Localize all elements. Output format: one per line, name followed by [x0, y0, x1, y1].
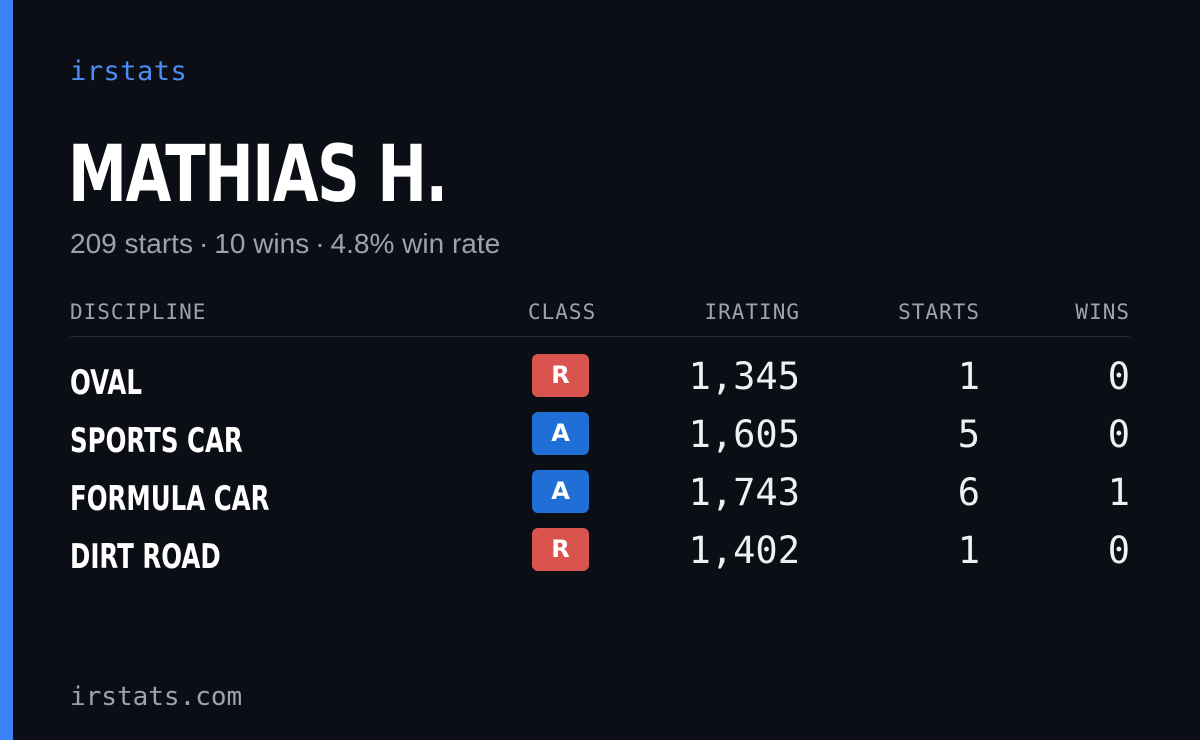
table-row-dirt-road: DIRT ROAD R 1,402 1 0: [70, 526, 1130, 584]
summary-wins: 10 wins: [214, 228, 310, 259]
player-name: MATHIAS H.: [68, 130, 448, 220]
license-class-badge: R: [532, 528, 589, 571]
discipline-name: DIRT ROAD: [70, 537, 221, 577]
column-header-starts: STARTS: [898, 300, 980, 324]
irating-value: 1,743: [688, 471, 800, 514]
summary-separator: ·: [315, 228, 325, 259]
stats-table-body: OVAL R 1,345 1 0 SPORTS CAR A 1,605 5 0 …: [70, 352, 1130, 584]
license-class-badge: R: [532, 354, 589, 397]
wins-value: 1: [1107, 471, 1130, 514]
footer-url: irstats.com: [70, 682, 243, 712]
stats-table-header: DISCIPLINE CLASS IRATING STARTS WINS: [70, 300, 1130, 337]
column-header-discipline: DISCIPLINE: [70, 300, 207, 324]
discipline-name: SPORTS CAR: [70, 421, 243, 461]
table-row-sports-car: SPORTS CAR A 1,605 5 0: [70, 410, 1130, 468]
wins-value: 0: [1107, 413, 1130, 456]
wins-value: 0: [1107, 529, 1130, 572]
player-summary: 209 starts · 10 wins · 4.8% win rate: [70, 228, 500, 260]
table-row-formula-car: FORMULA CAR A 1,743 6 1: [70, 468, 1130, 526]
irating-value: 1,345: [688, 355, 800, 398]
discipline-name: OVAL: [70, 363, 142, 403]
table-row-oval: OVAL R 1,345 1 0: [70, 352, 1130, 410]
summary-starts: 209 starts: [70, 228, 193, 259]
irating-value: 1,402: [688, 529, 800, 572]
irating-value: 1,605: [688, 413, 800, 456]
accent-bar: [0, 0, 13, 740]
starts-value: 1: [957, 529, 980, 572]
starts-value: 1: [957, 355, 980, 398]
summary-win-rate: 4.8% win rate: [330, 228, 501, 259]
summary-separator: ·: [198, 228, 209, 259]
column-header-wins: WINS: [1075, 300, 1130, 324]
column-header-class: CLASS: [528, 300, 597, 324]
wins-value: 0: [1107, 355, 1130, 398]
brand-logo-text: irstats: [70, 56, 188, 87]
license-class-badge: A: [532, 412, 589, 455]
license-class-badge: A: [532, 470, 589, 513]
column-header-irating: IRATING: [704, 300, 800, 324]
discipline-name: FORMULA CAR: [70, 479, 270, 519]
starts-value: 6: [957, 471, 980, 514]
starts-value: 5: [957, 413, 980, 456]
